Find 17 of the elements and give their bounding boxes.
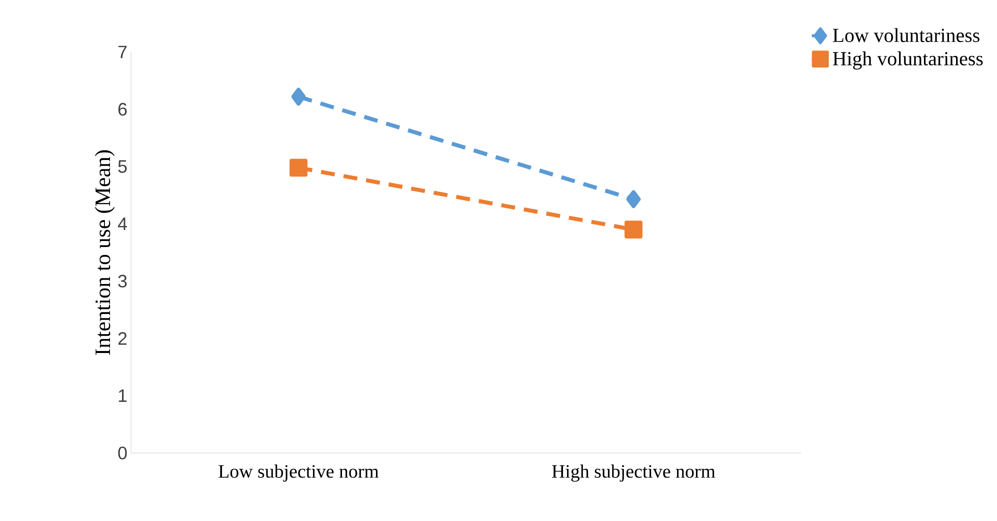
legend-label: High voluntariness xyxy=(832,51,983,70)
y-tick-label: 3 xyxy=(118,274,127,288)
legend-label: Low voluntariness xyxy=(832,28,980,42)
point xyxy=(291,88,306,106)
point xyxy=(626,190,641,208)
y-tick-label: 7 xyxy=(118,46,127,58)
x-tick-label: High subjective norm xyxy=(552,464,716,482)
x-tick-label: Low subjective norm xyxy=(218,464,379,482)
point xyxy=(290,158,308,177)
point xyxy=(624,220,642,239)
y-tick-label: 2 xyxy=(118,332,127,345)
y-tick-label: 6 xyxy=(118,102,127,116)
y-axis-title: Intention to use (Mean) xyxy=(94,150,115,355)
y-tick-label: 1 xyxy=(118,390,127,402)
y-tick-label: 5 xyxy=(118,160,127,173)
y-tick-label: 4 xyxy=(118,218,127,230)
y-tick-label: 0 xyxy=(118,446,127,460)
